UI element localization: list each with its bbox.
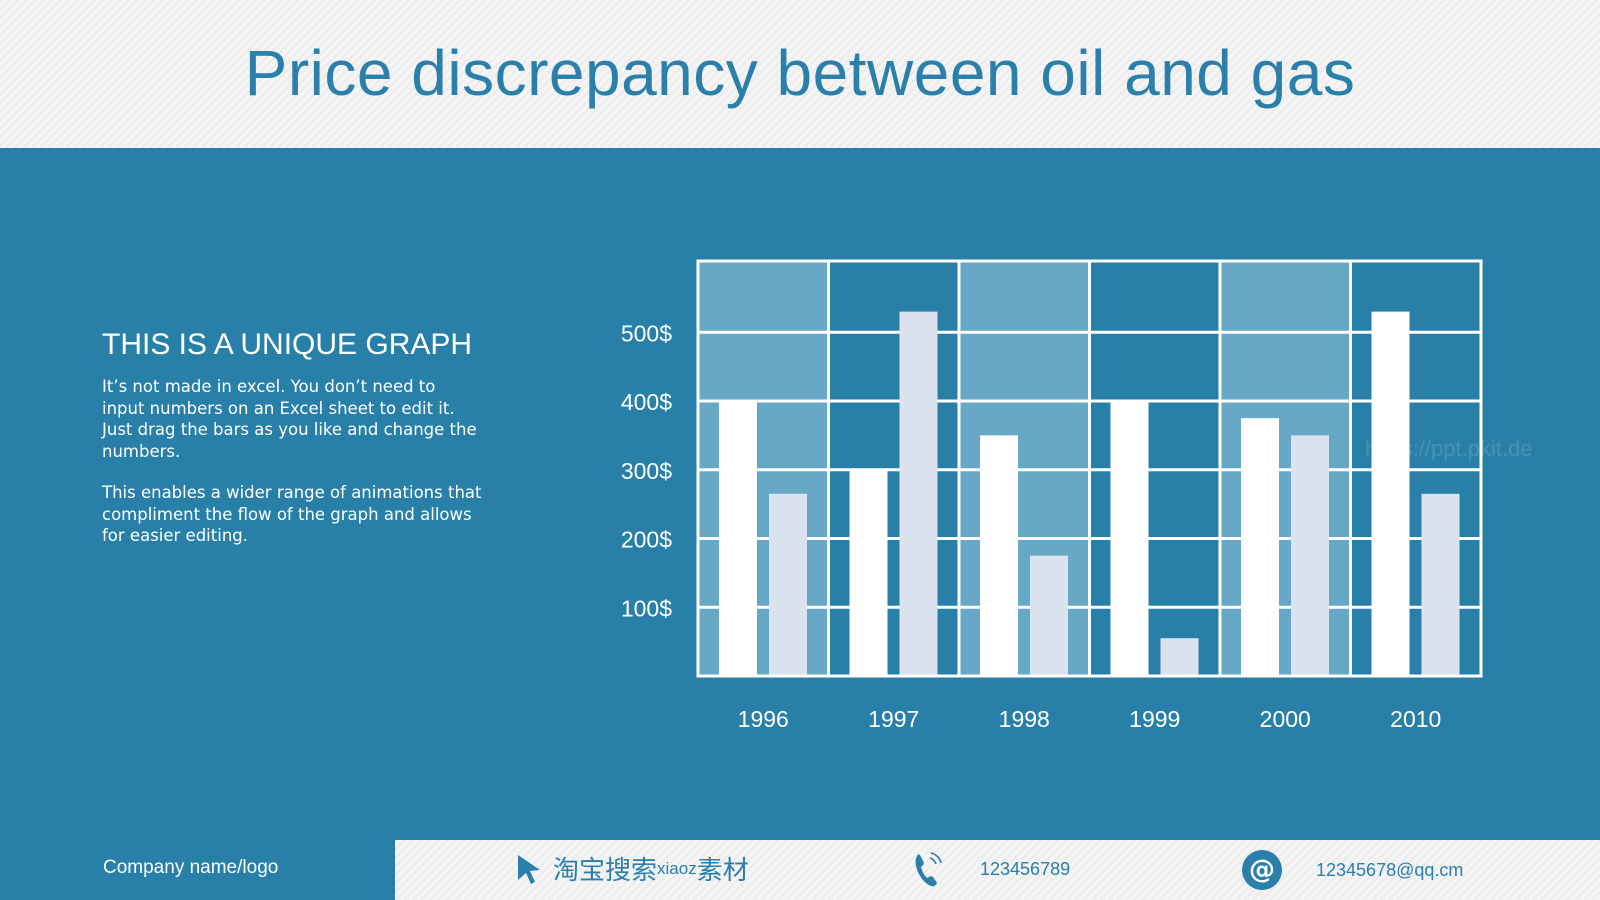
bar-series1 xyxy=(1371,311,1410,676)
bar-chart: 100$ 200$ 300$ 400$ 500$ 1996 1997 1998 1999 2000… xyxy=(621,259,1483,732)
taobao-suffix: 素材 xyxy=(696,856,749,886)
x-tick-label: 1998 xyxy=(999,706,1050,732)
footer-right xyxy=(395,840,1600,900)
header-band xyxy=(0,0,1600,148)
graph-heading: THIS IS A UNIQUE GRAPH xyxy=(102,328,473,361)
bar-series2 xyxy=(769,493,807,676)
bar-series1 xyxy=(1110,401,1149,676)
x-tick-label: 1997 xyxy=(868,706,919,732)
taobao-search[interactable]: 淘宝搜索 xiaoz 素材 xyxy=(515,850,749,887)
footer-left xyxy=(0,840,395,900)
y-tick-label: 200$ xyxy=(621,527,672,553)
phone-number: 123456789 xyxy=(980,858,1071,879)
y-tick-label: 500$ xyxy=(621,320,672,346)
x-tick-label: 1996 xyxy=(738,706,789,732)
email-address: 12345678@qq.cm xyxy=(1316,859,1464,880)
phone-contact[interactable]: 123456789 xyxy=(912,850,1070,888)
bar-series1 xyxy=(849,469,888,676)
bar-series2 xyxy=(1030,555,1068,676)
phone-icon xyxy=(915,852,942,887)
watermark: https://ppt.pkit.de xyxy=(1365,436,1533,461)
cursor-icon xyxy=(518,854,540,884)
email-contact[interactable]: @ 12345678@qq.cm xyxy=(1242,850,1463,890)
x-tick-label: 1999 xyxy=(1129,706,1180,732)
y-tick-label: 100$ xyxy=(621,595,672,621)
company-logo-text: Company name/logo xyxy=(103,857,279,878)
x-tick-label: 2010 xyxy=(1390,706,1441,732)
at-icon: @ xyxy=(1242,850,1282,890)
description-panel: THIS IS A UNIQUE GRAPH It’s not made in … xyxy=(102,328,482,567)
y-tick-label: 400$ xyxy=(621,389,672,415)
page-title: Price discrepancy between oil and gas xyxy=(244,37,1356,109)
x-tick-label: 2000 xyxy=(1260,706,1311,732)
bar-series2 xyxy=(1291,435,1329,676)
y-tick-label: 300$ xyxy=(621,458,672,484)
bar-series1 xyxy=(980,435,1018,676)
taobao-latin: xiaoz xyxy=(657,858,697,878)
bar-series2 xyxy=(1160,638,1199,676)
description-paragraph-1: It’s not made in excel. You don’t need t… xyxy=(102,377,477,461)
bar-series2 xyxy=(1421,493,1460,676)
bar-series1 xyxy=(1241,418,1279,676)
bar-series2 xyxy=(899,311,938,676)
bar-series1 xyxy=(719,401,757,676)
plot-frame xyxy=(696,259,1483,678)
description-paragraph-2: This enables a wider range of animations… xyxy=(102,483,482,545)
taobao-label: 淘宝搜索 xyxy=(553,856,658,886)
